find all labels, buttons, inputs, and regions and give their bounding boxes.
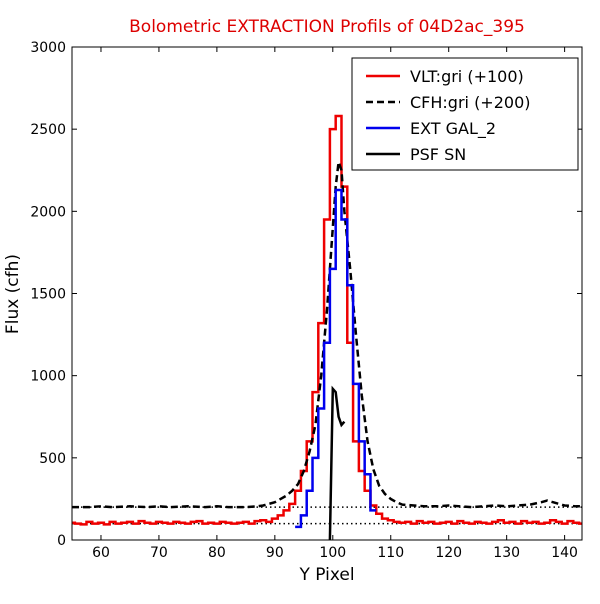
y-tick-label: 3000 [30,40,66,56]
x-tick-label: 110 [377,545,404,561]
x-tick-label: 100 [319,545,346,561]
x-tick-label: 130 [493,545,520,561]
y-axis-label: Flux (cfh) [3,254,23,334]
axes: 60 70 80 90 100 110 120 130 140 0 500 1000 1500 2000 2… [30,40,583,561]
x-tick-label: 70 [150,545,168,561]
y-tick-label: 0 [57,533,66,549]
series-group [72,114,582,540]
legend-label: VLT:gri (+100) [410,67,524,86]
series-line-psf-sn [328,385,346,540]
y-tick-label: 1500 [30,287,66,303]
x-tick-label: 80 [208,545,226,561]
y-tick-label: 500 [39,451,66,467]
legend-label: PSF SN [410,145,466,164]
y-tick-label: 2000 [30,204,66,220]
x-tick-label: 120 [435,545,462,561]
y-tick-label: 1000 [30,369,66,385]
x-tick-label: 140 [551,545,578,561]
legend-label: CFH:gri (+200) [410,93,531,112]
plot-area [72,114,582,540]
x-axis-label: Y Pixel [298,565,354,585]
legend: VLT:gri (+100) CFH:gri (+200) EXT GAL_2 PSF… [351,57,579,171]
series-line-ext-gal-2 [295,188,377,529]
series-line-vlt-gri-100 [72,114,582,526]
x-tick-label: 60 [92,545,110,561]
x-tick-label: 90 [266,545,284,561]
chart-title: Bolometric EXTRACTION Profils of 04D2ac_… [129,17,525,37]
y-tick-label: 2500 [30,122,66,138]
series-line-cfh-gri-200 [72,161,582,509]
legend-label: EXT GAL_2 [410,119,496,139]
